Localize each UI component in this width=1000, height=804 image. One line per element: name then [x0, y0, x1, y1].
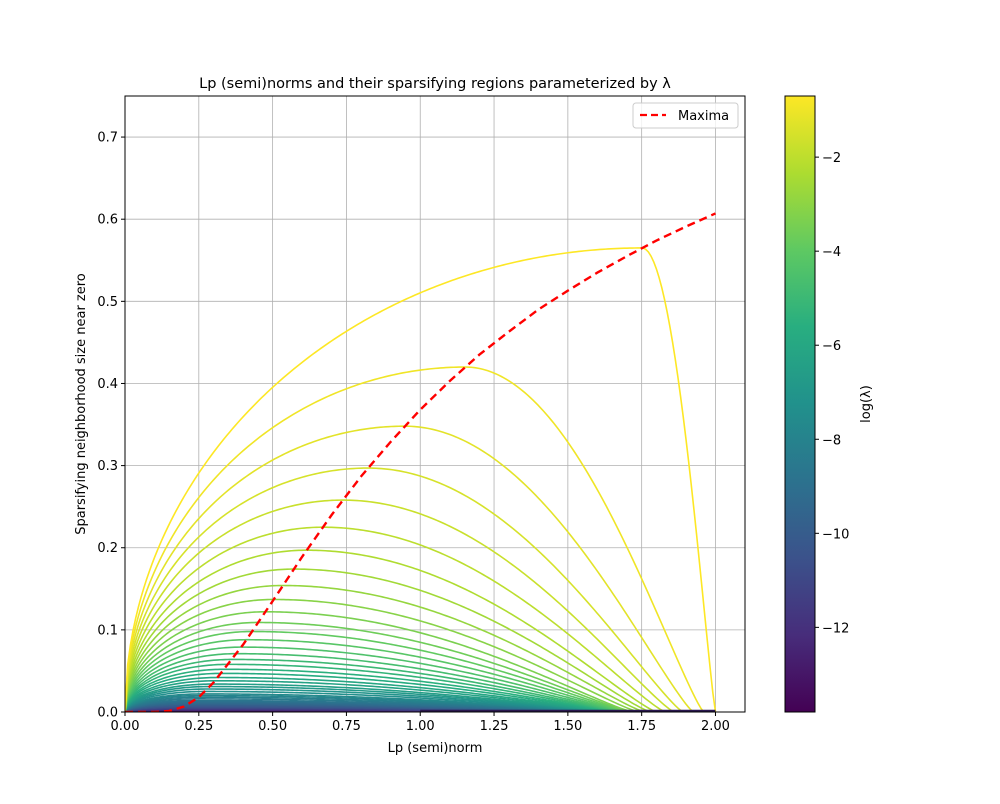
y-tick-label: 0.2 [97, 541, 118, 556]
lambda-curve [125, 658, 716, 712]
x-tick-label: 0.25 [184, 719, 213, 734]
curves [125, 247, 717, 712]
x-tick-label: 2.00 [701, 719, 730, 734]
colorbar-tick-label: −10 [822, 527, 849, 542]
colorbar-label: log(λ) [859, 385, 874, 423]
y-tick-label: 0.6 [97, 213, 118, 228]
ticks: 0.00 0.25 0.50 0.75 1.00 1.25 1.50 1.75 2.00 0.0 0… [97, 131, 730, 734]
y-tick-label: 0.5 [97, 295, 118, 310]
lambda-curve [125, 247, 717, 712]
x-tick-label: 0.00 [111, 719, 140, 734]
colorbar-ticks: −2 −4 −6 −8 −10 −12 [815, 151, 849, 636]
lambda-curve [125, 646, 716, 712]
lambda-curve [125, 672, 716, 712]
colorbar: −2 −4 −6 −8 −10 −12 log(λ) [784, 95, 874, 713]
x-tick-label: 1.75 [627, 719, 656, 734]
lambda-curve [125, 499, 716, 712]
lambda-curve [125, 549, 716, 712]
chart-title: Lp (semi)norms and their sparsifying reg… [199, 76, 671, 92]
lambda-curve [125, 611, 716, 712]
lambda-curve [125, 621, 716, 712]
colorbar-tick-label: −2 [822, 151, 841, 166]
lambda-curve [125, 688, 716, 712]
lambda-curve [125, 685, 716, 712]
x-tick-label: 1.00 [406, 719, 435, 734]
lambda-curve [125, 568, 716, 712]
lambda-curve [125, 663, 716, 712]
lambda-curve [125, 683, 716, 712]
lambda-curve [125, 693, 716, 712]
y-axis-label: Sparsifying neighborhood size near zero [74, 273, 89, 535]
x-tick-label: 0.50 [258, 719, 287, 734]
grid [124, 96, 745, 713]
legend-box [632, 102, 739, 129]
colorbar-tick-label: −4 [822, 245, 841, 260]
x-tick-label: 1.50 [553, 719, 582, 734]
lambda-curve [125, 598, 716, 712]
lambda-curve [125, 584, 716, 712]
colorbar-tick-label: −8 [822, 433, 841, 448]
lambda-curve [125, 467, 716, 712]
y-tick-label: 0.1 [97, 623, 118, 638]
colorbar-gradient [784, 95, 816, 713]
lambda-curve [125, 668, 716, 712]
lambda-curve [125, 638, 716, 712]
x-axis-label: Lp (semi)norm [388, 741, 483, 756]
lambda-curve [125, 366, 716, 712]
y-tick-label: 0.3 [97, 459, 118, 474]
maxima-line [125, 212, 716, 712]
y-tick-label: 0.4 [97, 377, 118, 392]
lambda-curve [125, 526, 716, 712]
lambda-curve [125, 425, 716, 712]
lambda-curve [125, 676, 716, 712]
lambda-curve [125, 630, 716, 712]
axes-frame [124, 95, 746, 713]
maxima-series [125, 212, 716, 712]
legend-maxima-label: Maxima [678, 109, 729, 124]
x-tick-label: 0.75 [332, 719, 361, 734]
y-tick-label: 0.7 [97, 131, 118, 146]
colorbar-tick-label: −12 [822, 621, 849, 636]
lambda-curve [125, 652, 716, 712]
lambda-curve [125, 679, 716, 712]
lambda-curve [125, 690, 716, 712]
y-tick-label: 0.0 [97, 706, 118, 721]
x-tick-label: 1.25 [480, 719, 509, 734]
colorbar-tick-label: −6 [822, 339, 841, 354]
legend: Maxima [632, 102, 739, 129]
